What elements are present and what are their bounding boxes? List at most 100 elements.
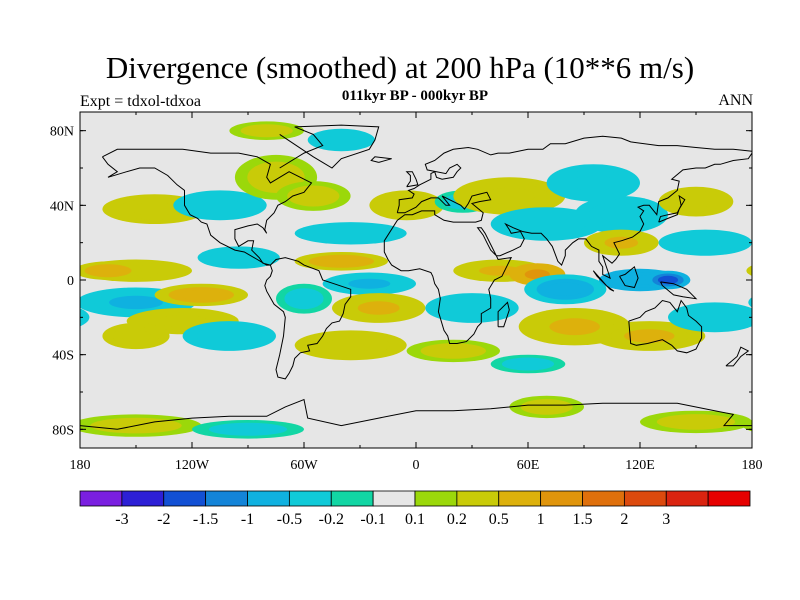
lon-tick-label: 120E [625,458,655,473]
field-contour-wrap-3-0 [746,265,752,276]
experiment-label: Expt = tdxol-tdxoa [80,93,202,110]
coastline-13 [725,346,750,367]
lon-tick-label: 120W [175,458,210,473]
colorbar-label: -3 [115,511,128,528]
field-contour-35-2 [549,318,600,336]
field-contour-42-2 [529,401,564,412]
colorbar-box [247,490,290,507]
colorbar-box [372,490,416,507]
field-contour-37-2 [693,310,736,324]
field-contour-17-2 [291,292,317,306]
colorbar-label: -0.2 [319,511,344,528]
colorbar-label: 3 [662,511,670,528]
lon-tick-label: 60W [290,458,318,473]
field-contour-0-2 [109,295,163,310]
lat-tick-label: 40N [50,199,74,214]
divergence-field [10,121,800,439]
field-contour-7-2 [120,330,152,342]
coastline-1 [279,124,380,169]
coastline-10 [660,281,698,300]
field-contour-36-2 [624,329,675,343]
field-contour-12-2 [326,135,357,145]
colorbar-label: -1 [241,511,254,528]
lat-tick-label: 0 [67,274,74,289]
colorbar-box [330,490,374,507]
colorbar-box [540,490,583,507]
field-contour-16-2 [348,278,391,289]
colorbar-label: 2 [620,511,628,528]
colorbar-label: -2 [157,511,170,528]
lon-tick-label: 0 [413,458,420,473]
field-contour-wrap-3-2 [765,267,795,275]
field-contour-10-2 [257,167,295,188]
lon-tick-label: 180 [70,458,91,473]
field-contour-wrap-0-2 [781,296,800,309]
coastline-2 [264,257,352,380]
field-contour-1-2 [157,315,208,327]
lat-tick-label: 80N [50,125,74,140]
colorbar-box [288,490,332,507]
colorbar-box [498,490,542,507]
field-contour-18-2 [357,301,400,315]
field-contour-39-2 [511,359,545,369]
lat-tick-label: 40S [52,349,74,364]
coastline-11 [658,194,686,223]
coastline-4 [396,135,752,213]
map-axes: 80N 40N 0 40S 80S 180 120W 60W 0 60E 120E 180 [50,112,763,473]
coastline-0 [101,148,313,266]
colorbar-box [121,490,165,507]
field-contour-wrap-37-0 [80,308,90,327]
coastline-6 [370,156,392,163]
coastlines [80,124,752,430]
colorbar-label: 0.1 [405,511,425,528]
colorbar-box [163,490,207,507]
coastline-9 [619,266,639,289]
field-contour-wrap-37-1 [10,307,75,328]
colorbar-label: -1.5 [193,511,218,528]
coastline-8 [592,270,615,292]
field-contour-11-2 [296,189,331,203]
season-label: ANN [718,92,753,109]
field-contour-41-2 [222,425,274,434]
colorbar-box [414,490,458,507]
colorbar-box [623,490,667,507]
field-contour-wrap-0-1 [766,292,800,313]
field-contour-5-2 [220,252,258,263]
field-contour-24-2 [600,206,643,224]
colorbar-box [582,490,625,507]
colorbar: -3 -2 -1.5 -1 -0.5 -0.2 -0.1 0.1 0.2 0.5 1 1.5 2 3 [79,490,751,528]
field-contour-15-2 [320,257,363,266]
coastline-5 [405,171,419,188]
field-contour-9-2 [199,198,241,212]
field-contour-14-2 [325,228,376,239]
field-contour-wrap-3-1 [757,264,800,277]
colorbar-box [79,490,123,507]
colorbar-label: 0.5 [489,511,509,528]
field-contour-wrap-37-2 [22,311,64,324]
colorbar-box [205,490,248,507]
field-contour-4-2 [180,289,223,300]
colorbar-label: 1 [537,511,545,528]
colorbar-label: -0.1 [360,511,385,528]
coastline-3 [383,152,752,344]
colorbar-box [665,490,709,507]
lon-tick-label: 60E [517,458,540,473]
lat-tick-label: 80S [52,423,74,438]
field-contour-43-2 [670,416,722,427]
colorbar-box [707,490,751,507]
field-contour-6-2 [208,329,251,343]
field-contour-wrap-40-1 [762,418,800,434]
coastline-7 [628,299,703,354]
field-contour-28-2 [684,236,727,249]
field-contour-26-2 [572,174,615,192]
field-contour-19-2 [325,338,376,352]
field-contour-38-2 [432,345,475,356]
colorbar-label: -0.5 [277,511,302,528]
figure-title: Divergence (smoothed) at 200 hPa (10**6 … [105,50,695,85]
field-contour-3-2 [92,266,124,275]
colorbar-label: 1.5 [573,511,593,528]
field-contour-31-2 [546,282,584,296]
field-contour-wrap-0-0 [748,297,752,308]
field-contour-22-2 [484,187,535,205]
